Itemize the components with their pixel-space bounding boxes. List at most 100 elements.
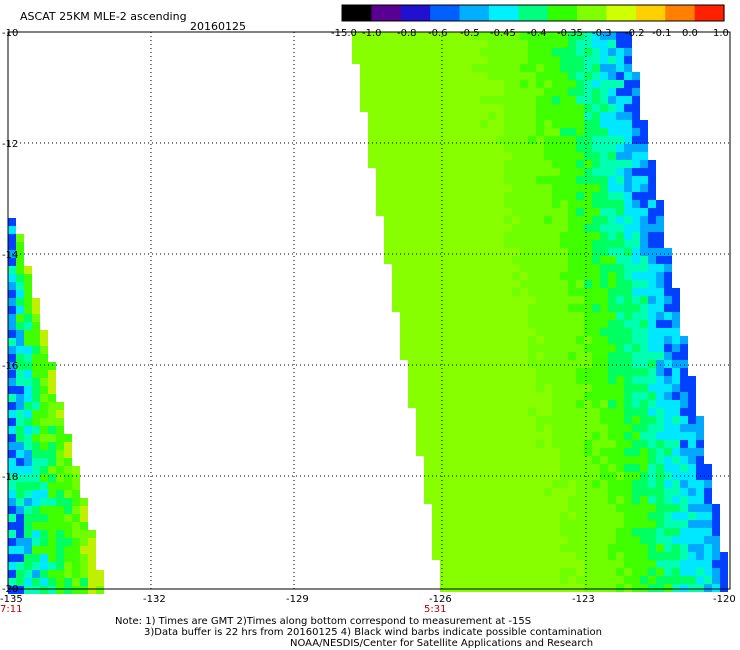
swath-cell — [600, 432, 608, 440]
swath-cell — [560, 320, 568, 328]
swath-cell — [672, 384, 680, 392]
swath-cell — [608, 560, 616, 568]
swath-cell — [624, 376, 632, 384]
swath-cell — [32, 402, 40, 410]
swath-cell — [608, 304, 616, 312]
swath-cell — [600, 456, 608, 464]
swath-cell — [432, 368, 440, 376]
swath-cell — [16, 386, 24, 394]
swath-cell — [680, 552, 688, 560]
swath-cell — [536, 440, 544, 448]
swath-cell — [616, 128, 624, 136]
swath-cell — [592, 416, 600, 424]
swath-cell — [504, 248, 512, 256]
swath-cell — [472, 144, 480, 152]
swath-cell — [408, 312, 416, 320]
swath-cell — [16, 426, 24, 434]
swath-cell — [560, 72, 568, 80]
swath-cell — [480, 280, 488, 288]
swath-cell — [656, 400, 664, 408]
swath-cell — [480, 160, 488, 168]
swath-cell — [536, 40, 544, 48]
swath-cell — [72, 530, 80, 538]
swath-cell — [392, 40, 400, 48]
swath-cell — [552, 368, 560, 376]
swath-cell — [48, 514, 56, 522]
swath-cell — [480, 480, 488, 488]
swath-cell — [520, 136, 528, 144]
lon-label: -120 — [713, 594, 736, 605]
swath-cell — [528, 32, 536, 40]
swath-cell — [432, 80, 440, 88]
swath-cell — [472, 240, 480, 248]
swath-cell — [576, 496, 584, 504]
swath-cell — [584, 104, 592, 112]
swath-cell — [616, 96, 624, 104]
swath-cell — [40, 458, 48, 466]
swath-cell — [424, 488, 432, 496]
swath-cell — [528, 176, 536, 184]
swath-cell — [448, 376, 456, 384]
swath-cell — [592, 104, 600, 112]
swath-cell — [448, 416, 456, 424]
swath-cell — [616, 104, 624, 112]
swath-cell — [680, 496, 688, 504]
swath-cell — [16, 410, 24, 418]
colorbar-segment — [665, 5, 696, 21]
swath-cell — [536, 384, 544, 392]
swath-cell — [488, 128, 496, 136]
swath-cell — [616, 256, 624, 264]
swath-cell — [480, 248, 488, 256]
swath-cell — [528, 440, 536, 448]
swath-cell — [24, 562, 32, 570]
swath-cell — [480, 416, 488, 424]
swath-cell — [496, 456, 504, 464]
swath-cell — [656, 248, 664, 256]
swath-cell — [488, 104, 496, 112]
swath-cell — [448, 352, 456, 360]
swath-cell — [432, 552, 440, 560]
swath-cell — [544, 232, 552, 240]
swath-cell — [664, 432, 672, 440]
swath-cell — [488, 464, 496, 472]
swath-cell — [432, 352, 440, 360]
swath-cell — [480, 136, 488, 144]
swath-cell — [512, 256, 520, 264]
swath-cell — [568, 528, 576, 536]
swath-cell — [8, 578, 16, 586]
swath-cell — [528, 328, 536, 336]
swath-cell — [464, 504, 472, 512]
swath-cell — [432, 544, 440, 552]
swath-cell — [8, 370, 16, 378]
swath-cell — [616, 200, 624, 208]
swath-cell — [640, 440, 648, 448]
swath-cell — [32, 442, 40, 450]
swath-cell — [392, 304, 400, 312]
swath-cell — [424, 208, 432, 216]
swath-cell — [496, 488, 504, 496]
swath-cell — [544, 192, 552, 200]
swath-cell — [608, 328, 616, 336]
swath-cell — [624, 72, 632, 80]
swath-cell — [504, 560, 512, 568]
swath-cell — [648, 432, 656, 440]
swath-cell — [480, 464, 488, 472]
swath-cell — [656, 456, 664, 464]
swath-cell — [600, 184, 608, 192]
swath-cell — [592, 408, 600, 416]
swath-cell — [512, 464, 520, 472]
swath-cell — [464, 240, 472, 248]
swath-cell — [536, 160, 544, 168]
swath-cell — [568, 152, 576, 160]
swath-cell — [656, 264, 664, 272]
swath-cell — [440, 360, 448, 368]
swath-cell — [584, 72, 592, 80]
swath-cell — [680, 576, 688, 584]
swath-cell — [440, 416, 448, 424]
swath-cell — [592, 296, 600, 304]
swath-cell — [560, 104, 568, 112]
swath-cell — [528, 400, 536, 408]
swath-cell — [592, 384, 600, 392]
swath-cell — [472, 504, 480, 512]
swath-cell — [376, 200, 384, 208]
